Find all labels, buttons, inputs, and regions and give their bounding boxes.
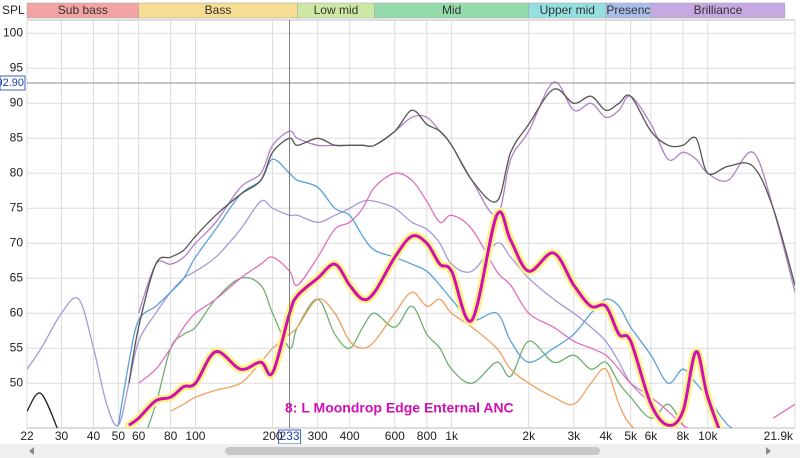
x-tick-label: 5k (624, 429, 638, 443)
y-tick-label: 90 (10, 95, 24, 109)
cursor-y-label: 92.90 (0, 77, 24, 89)
x-tick-label: 50 (112, 429, 126, 443)
x-tick-label: 80 (164, 429, 178, 443)
scroll-thumb[interactable] (225, 447, 600, 455)
plot-area (26, 19, 796, 429)
series-line (147, 276, 684, 428)
y-tick-label: 50 (10, 375, 24, 389)
x-tick-label: 10k (698, 429, 718, 443)
scrollbar[interactable] (0, 444, 800, 458)
y-tick-label: 60 (10, 305, 24, 319)
cursor-y-box (0, 75, 26, 91)
y-tick-label: 70 (10, 235, 24, 249)
y-tick-label: 85 (10, 130, 24, 144)
y-tick-label: 100 (3, 25, 23, 39)
series-line (138, 172, 795, 428)
x-tick-label: 8k (677, 429, 691, 443)
y-tick-label: 80 (10, 165, 24, 179)
x-tick-label: 2k (522, 429, 536, 443)
x-tick-label: 21.9k (764, 429, 794, 443)
x-tick-label: 800 (417, 429, 437, 443)
x-tick-label: 300 (308, 429, 328, 443)
y-tick-label: 95 (10, 60, 24, 74)
x-tick-label: 1k (445, 429, 459, 443)
y-tick-label: 65 (10, 270, 24, 284)
series-line (128, 210, 721, 428)
band-label: Upper mid (540, 3, 595, 17)
series-annotation: 8: L Moondrop Edge Enternal ANC (285, 400, 514, 416)
band-label: Sub bass (58, 3, 108, 17)
band-label: Brilliance (694, 3, 743, 17)
x-tick-label: 600 (385, 429, 405, 443)
x-tick-label: 100 (185, 429, 205, 443)
series-line (27, 392, 58, 428)
x-tick-label: 6k (645, 429, 659, 443)
x-tick-label: 400 (340, 429, 360, 443)
x-tick-label: 30 (55, 429, 69, 443)
y-tick-label: 55 (10, 340, 24, 354)
band-label: Bass (205, 3, 232, 17)
scroll-right[interactable] (766, 447, 771, 455)
band (650, 2, 786, 19)
band-label: Mid (442, 3, 461, 17)
x-tick-label: 200 (263, 429, 283, 443)
x-tick-label: 40 (87, 429, 101, 443)
x-tick-label: 60 (132, 429, 146, 443)
scroll-left[interactable] (29, 447, 34, 455)
cursor-x-label: 233 (280, 429, 300, 443)
series-line (117, 158, 733, 428)
y-tick-label: 75 (10, 200, 24, 214)
x-tick-label: 4k (600, 429, 614, 443)
series-line (128, 88, 795, 384)
band-label: Presenc (606, 3, 650, 17)
band-label: Low mid (314, 3, 359, 17)
x-tick-label: 22 (20, 429, 34, 443)
x-tick-label: 3k (567, 429, 581, 443)
y-axis-label: SPL (2, 3, 25, 17)
